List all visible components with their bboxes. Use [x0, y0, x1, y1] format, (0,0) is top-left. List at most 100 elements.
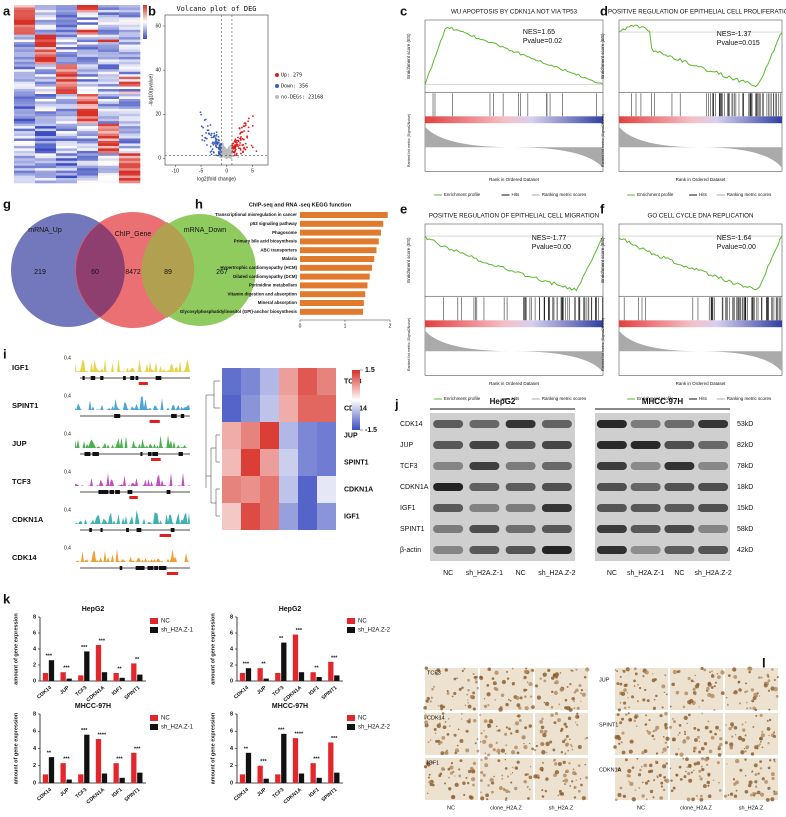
stain [454, 775, 456, 777]
stain [716, 673, 719, 675]
volcano-point [214, 141, 217, 144]
stain [678, 765, 682, 769]
x-tick-label: -5 [199, 168, 204, 174]
stain [451, 695, 454, 698]
significance: **** [98, 732, 107, 738]
stain [459, 759, 463, 763]
stain [530, 669, 532, 672]
band [698, 546, 729, 554]
y-tick-label: 0 [230, 678, 233, 684]
stain [646, 798, 648, 800]
stain [426, 762, 431, 767]
panel-label: i [3, 346, 7, 361]
volcano-point [205, 131, 207, 134]
es-label: Enrichment score (ES) [406, 33, 411, 79]
bar [131, 752, 137, 783]
stain [696, 761, 701, 766]
heatmap-cell [14, 128, 36, 132]
heatmap-cell [14, 118, 36, 122]
stain [537, 776, 540, 779]
heatmap-cell [119, 79, 141, 82]
volcano-point [232, 142, 235, 145]
stain [672, 669, 678, 675]
heatmap-cell [35, 84, 57, 87]
protein-label: SPINT1 [400, 526, 425, 533]
volcano-point [228, 150, 231, 152]
stain [467, 720, 471, 724]
stain [428, 773, 431, 776]
stain [765, 797, 770, 802]
stain [511, 667, 514, 670]
stain [685, 757, 689, 762]
gsea-title: POSITIVE REGULATION OF EPITHELIAL CELL P… [608, 9, 786, 16]
stain [480, 732, 483, 735]
panel-label: e [400, 201, 407, 216]
exon [178, 452, 183, 456]
stain [441, 712, 445, 715]
stain [651, 734, 655, 738]
volcano-point [230, 157, 233, 160]
stain [664, 726, 668, 730]
heatmap-cell [35, 39, 57, 43]
stain [458, 687, 462, 691]
stain [487, 704, 490, 707]
significance: *** [46, 654, 53, 660]
protein-label: CDK14 [400, 421, 423, 428]
stain [435, 672, 439, 676]
heatmap-cell [119, 113, 141, 117]
bar [263, 678, 269, 681]
lane-label: NC [443, 570, 453, 577]
stain [494, 670, 499, 675]
stain [575, 688, 579, 692]
band [505, 441, 536, 449]
stain [569, 785, 572, 787]
stain [467, 704, 472, 709]
volcano-point [213, 134, 216, 137]
column-label: NC [447, 805, 455, 811]
bar [300, 256, 375, 262]
heatmap-cell [14, 148, 36, 152]
heatmap-cell [98, 143, 120, 147]
stain [688, 713, 691, 717]
band [596, 420, 627, 428]
es-curve [424, 235, 604, 292]
volcano-point [215, 138, 218, 141]
stain [571, 745, 573, 748]
es-label: Enrichment score (ES) [600, 237, 605, 283]
band [630, 525, 661, 533]
stain [504, 798, 508, 802]
band [505, 462, 536, 470]
stain [662, 788, 666, 792]
stain [662, 764, 667, 769]
heatmap-cell [56, 155, 78, 159]
stain [672, 738, 675, 742]
stain [641, 794, 645, 798]
stain [534, 684, 539, 688]
stain [480, 791, 482, 794]
heatmap-cell [98, 71, 120, 75]
heatmap-cell [77, 34, 99, 38]
band [469, 441, 500, 449]
stain [558, 703, 561, 706]
heatmap-cell [98, 91, 120, 95]
band [630, 441, 661, 449]
y-tick-label: 8 [230, 711, 233, 717]
stain [616, 670, 619, 672]
stain [720, 670, 725, 675]
heatmap-cell [35, 145, 57, 149]
exon [135, 566, 141, 570]
stain [675, 690, 680, 695]
heatmap-cell [77, 116, 99, 120]
bar [298, 773, 305, 783]
stain [698, 769, 702, 773]
stain [495, 741, 498, 744]
heatmap-cell [119, 24, 141, 28]
volcano-point [210, 134, 212, 137]
heatmap-cell [77, 84, 99, 87]
stain [472, 673, 475, 676]
heatmap-cell [56, 98, 78, 102]
significance: *** [296, 628, 303, 634]
volcano-point [237, 147, 240, 149]
stain [463, 793, 466, 797]
stain [544, 789, 548, 793]
